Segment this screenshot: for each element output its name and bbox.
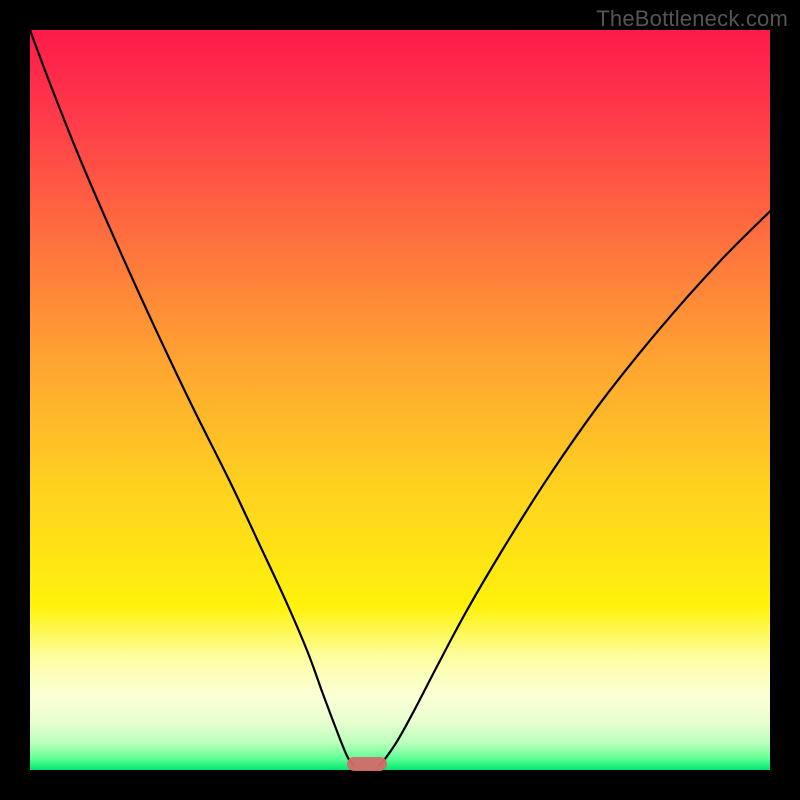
- right-curve: [379, 211, 770, 765]
- bottleneck-curves: [30, 30, 770, 770]
- chart-frame: TheBottleneck.com: [0, 0, 800, 800]
- watermark-text: TheBottleneck.com: [596, 6, 788, 32]
- left-curve: [30, 30, 354, 766]
- plot-area: [30, 30, 770, 770]
- optimal-marker: [347, 757, 387, 771]
